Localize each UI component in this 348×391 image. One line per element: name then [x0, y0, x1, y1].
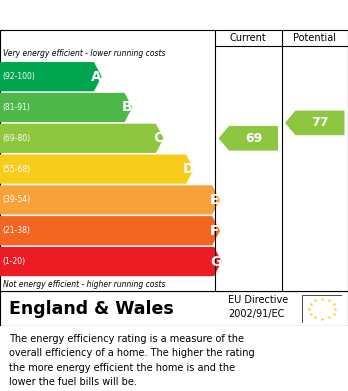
Text: Potential: Potential [293, 33, 336, 43]
Text: B: B [121, 100, 132, 115]
Text: overall efficiency of a home. The higher the rating: overall efficiency of a home. The higher… [9, 348, 254, 359]
Text: (55-68): (55-68) [3, 165, 31, 174]
Polygon shape [0, 216, 220, 246]
Polygon shape [0, 93, 132, 122]
Text: Very energy efficient - lower running costs: Very energy efficient - lower running co… [3, 49, 166, 58]
Text: lower the fuel bills will be.: lower the fuel bills will be. [9, 377, 136, 387]
Text: EU Directive
2002/91/EC: EU Directive 2002/91/EC [228, 295, 288, 319]
Polygon shape [0, 185, 220, 215]
Text: (81-91): (81-91) [3, 103, 31, 112]
Text: 69: 69 [245, 132, 262, 145]
Text: (39-54): (39-54) [3, 196, 31, 204]
Polygon shape [0, 62, 102, 91]
Text: C: C [153, 131, 163, 145]
Polygon shape [285, 111, 345, 135]
Polygon shape [0, 247, 222, 276]
Polygon shape [0, 154, 194, 184]
Text: Not energy efficient - higher running costs: Not energy efficient - higher running co… [3, 280, 166, 289]
Text: (21-38): (21-38) [3, 226, 31, 235]
Text: (69-80): (69-80) [3, 134, 31, 143]
Text: A: A [91, 70, 102, 84]
Polygon shape [0, 124, 164, 153]
Polygon shape [219, 126, 278, 151]
Text: Energy Efficiency Rating: Energy Efficiency Rating [9, 8, 219, 23]
Text: (92-100): (92-100) [3, 72, 35, 81]
Text: F: F [210, 224, 219, 238]
Text: (1-20): (1-20) [3, 257, 26, 266]
Text: the more energy efficient the home is and the: the more energy efficient the home is an… [9, 362, 235, 373]
Text: England & Wales: England & Wales [9, 300, 173, 318]
Text: The energy efficiency rating is a measure of the: The energy efficiency rating is a measur… [9, 334, 244, 344]
Text: Current: Current [230, 33, 267, 43]
Text: G: G [211, 255, 222, 269]
Text: 77: 77 [311, 117, 329, 129]
Text: E: E [210, 193, 219, 207]
Text: D: D [183, 162, 194, 176]
